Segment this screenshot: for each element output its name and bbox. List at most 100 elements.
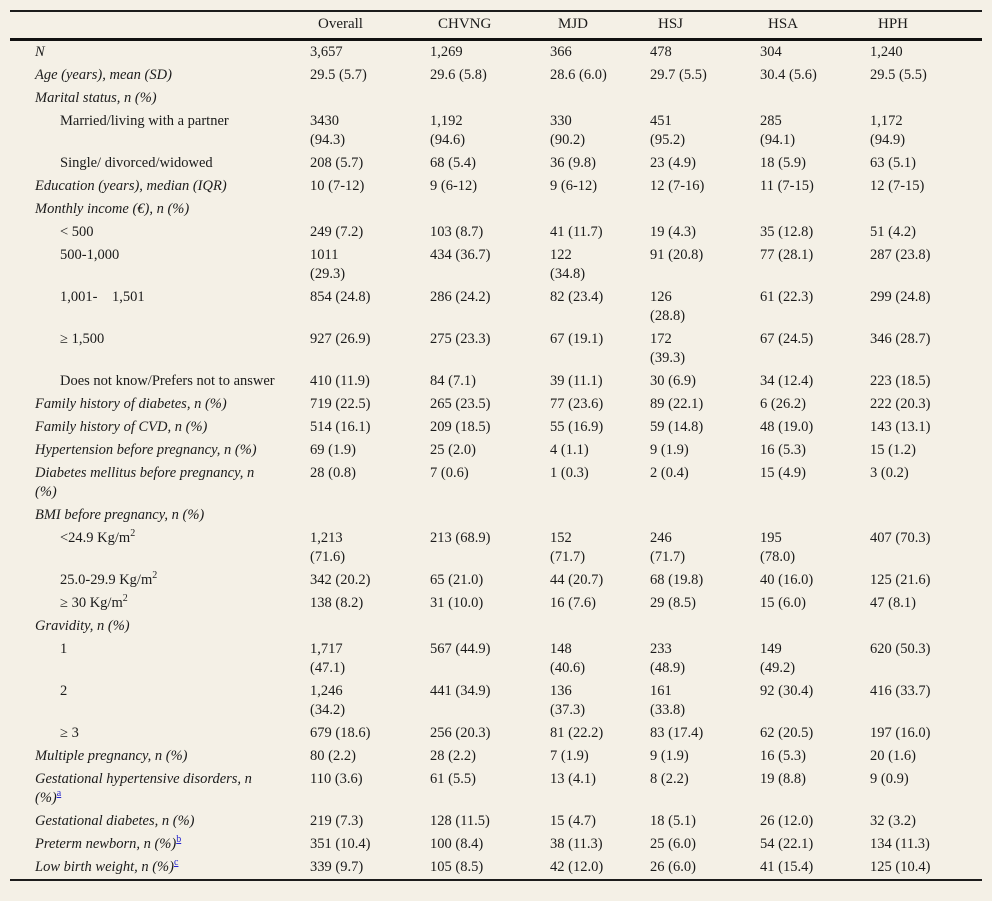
table-row: 1,001- 1,501 854 (24.8) 286 (24.2) 82 (23.4… — [10, 286, 982, 328]
table-cell — [550, 615, 650, 638]
table-cell: 219 (7.3) — [310, 813, 364, 829]
row-label-cell: ≥ 1,500 — [10, 328, 310, 370]
table-cell: 416 (33.7) — [870, 683, 931, 699]
row-label-cell: Family history of CVD, n (%) — [10, 416, 310, 439]
row-label-cell: 2 — [10, 680, 310, 722]
table-cell: 138 (8.2) — [310, 595, 364, 611]
table-row: Family history of diabetes, n (%) 719 (22… — [10, 393, 982, 416]
table-cell: 29.5 (5.7) — [310, 67, 367, 83]
row-label: Diabetes mellitus before pregnancy, n (%… — [35, 465, 255, 500]
row-label: <24.9 Kg/m — [60, 530, 131, 546]
row-label: Age (years), mean (SD) — [35, 67, 172, 83]
exponent-superscript: 2 — [130, 528, 136, 540]
table-cell: 84 (7.1) — [430, 373, 476, 389]
table-cell: 148 (40.6) — [550, 641, 586, 676]
table-cell: 47 (8.1) — [870, 595, 916, 611]
table-cell: 265 (23.5) — [430, 396, 491, 412]
row-label: N — [35, 44, 45, 60]
table-cell: 136 (37.3) — [550, 683, 586, 718]
table-cell: 15 (4.7) — [550, 813, 596, 829]
row-label-cell: 25.0-29.9 Kg/m2 — [10, 569, 310, 592]
table-cell: 10 (7-12) — [310, 178, 365, 194]
table-cell: 68 (5.4) — [430, 155, 476, 171]
table-cell: 125 (10.4) — [870, 859, 931, 875]
table-cell: 9 (6-12) — [550, 178, 598, 194]
table-cell: 35 (12.8) — [760, 224, 814, 240]
table-cell: 77 (23.6) — [550, 396, 604, 412]
table-row: 500-1,000 1011 (29.3) 434 (36.7) 122 (34.8)… — [10, 244, 982, 286]
table-cell: 719 (22.5) — [310, 396, 371, 412]
table-cell: 25 (6.0) — [650, 836, 696, 852]
table-row: BMI before pregnancy, n (%) — [10, 504, 982, 527]
table-cell: 61 (22.3) — [760, 289, 814, 305]
table-cell: 172 (39.3) — [650, 331, 686, 366]
table-cell: 19 (8.8) — [760, 771, 806, 787]
table-cell: 59 (14.8) — [650, 419, 704, 435]
table-cell: 287 (23.8) — [870, 247, 931, 263]
table-cell — [430, 615, 550, 638]
table-row: Low birth weight, n (%)c 339 (9.7) 105 (8.… — [10, 856, 982, 880]
row-label: Monthly income (€), n (%) — [35, 201, 190, 217]
row-label: Gestational hypertensive disorders, n (%… — [35, 771, 252, 806]
table-row: ≥ 30 Kg/m2 138 (8.2) 31 (10.0) 16 (7.6) 29 (… — [10, 592, 982, 615]
table-cell: 126 (28.8) — [650, 289, 686, 324]
table-cell: 2 (0.4) — [650, 465, 689, 481]
table-cell: 103 (8.7) — [430, 224, 484, 240]
table-cell: 48 (19.0) — [760, 419, 814, 435]
table-cell: 32 (3.2) — [870, 813, 916, 829]
table-cell: 3430 (94.3) — [310, 113, 346, 148]
table-cell: 67 (19.1) — [550, 331, 604, 347]
row-label-cell: BMI before pregnancy, n (%) — [10, 504, 310, 527]
table-cell: 30.4 (5.6) — [760, 67, 817, 83]
table-cell: 1,240 — [870, 44, 903, 60]
table-cell — [650, 504, 760, 527]
row-label-cell: Gestational hypertensive disorders, n (%… — [10, 768, 310, 810]
row-label-cell: Diabetes mellitus before pregnancy, n (%… — [10, 462, 310, 504]
table-row: Education (years), median (IQR) 10 (7-12)… — [10, 175, 982, 198]
footnote-link-c[interactable]: c — [173, 857, 179, 869]
table-cell: 25 (2.0) — [430, 442, 476, 458]
row-label: Single/ divorced/widowed — [60, 155, 213, 171]
table-cell: 77 (28.1) — [760, 247, 814, 263]
table-cell: 100 (8.4) — [430, 836, 484, 852]
row-label: Hypertension before pregnancy, n (%) — [35, 442, 257, 458]
table-cell — [310, 615, 430, 638]
table-cell: 209 (18.5) — [430, 419, 491, 435]
table-row: ≥ 3 679 (18.6) 256 (20.3) 81 (22.2) 83 (17.4… — [10, 722, 982, 745]
row-label: Family history of CVD, n (%) — [35, 419, 208, 435]
table-row: N 3,657 1,269 366 478 304 1,240 — [10, 40, 982, 65]
table-cell: 12 (7-16) — [650, 178, 705, 194]
table-cell — [870, 504, 982, 527]
table-cell — [430, 504, 550, 527]
table-cell — [310, 87, 430, 110]
row-label: < 500 — [60, 224, 94, 240]
table-cell: 441 (34.9) — [430, 683, 491, 699]
table-cell: 122 (34.8) — [550, 247, 586, 282]
table-cell — [760, 504, 870, 527]
table-cell: 44 (20.7) — [550, 572, 604, 588]
table-cell: 1,192 (94.6) — [430, 113, 466, 148]
footnote-link-a[interactable]: a — [56, 788, 62, 800]
table-cell: 9 (1.9) — [650, 748, 689, 764]
table-cell: 3,657 — [310, 44, 343, 60]
row-label: 500-1,000 — [60, 247, 120, 263]
row-label-cell: <24.9 Kg/m2 — [10, 527, 310, 569]
table-cell: 81 (22.2) — [550, 725, 604, 741]
table-cell: 285 (94.1) — [760, 113, 796, 148]
table-cell: 1,213 (71.6) — [310, 530, 346, 565]
table-row: < 500 249 (7.2) 103 (8.7) 41 (11.7) 19 (4.3)… — [10, 221, 982, 244]
row-label-cell: Gravidity, n (%) — [10, 615, 310, 638]
row-label-cell: Married/living with a partner — [10, 110, 310, 152]
table-cell: 18 (5.9) — [760, 155, 806, 171]
row-label-cell: Hypertension before pregnancy, n (%) — [10, 439, 310, 462]
table-cell: 28 (2.2) — [430, 748, 476, 764]
footnote-link-b[interactable]: b — [176, 834, 182, 846]
row-label: Gravidity, n (%) — [35, 618, 130, 634]
table-row: Family history of CVD, n (%) 514 (16.1) 20… — [10, 416, 982, 439]
table-cell — [760, 198, 870, 221]
table-cell: 29.5 (5.5) — [870, 67, 927, 83]
table-cell: 15 (4.9) — [760, 465, 806, 481]
table-cell: 61 (5.5) — [430, 771, 476, 787]
table-cell: 125 (21.6) — [870, 572, 931, 588]
table-cell: 351 (10.4) — [310, 836, 371, 852]
